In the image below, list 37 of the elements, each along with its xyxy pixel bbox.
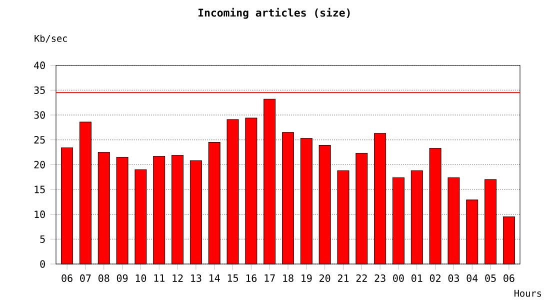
x-tick-label: 18 (283, 274, 294, 282)
x-tick-label: 06 (504, 274, 514, 282)
x-axis-title: Hours (514, 290, 542, 297)
x-tick-label: 10 (136, 274, 146, 282)
y-tick-label: 0 (40, 260, 45, 268)
x-tick-label: 08 (98, 274, 110, 282)
x-tick-label: 21 (338, 274, 349, 282)
y-tick-label: 15 (34, 186, 45, 194)
y-tick-label: 10 (34, 210, 45, 218)
x-tick-label: 11 (154, 274, 164, 282)
x-tick-label: 19 (302, 274, 312, 282)
x-tick-label: 05 (485, 274, 496, 282)
x-tick-label: 12 (172, 274, 183, 282)
x-tick-label: 20 (320, 274, 330, 282)
x-tick-label: 13 (191, 274, 202, 282)
x-tick-label: 02 (430, 274, 440, 282)
x-tick-label: 09 (116, 274, 128, 282)
y-tick-label: 25 (34, 136, 45, 144)
x-tick-label: 06 (62, 274, 72, 282)
y-axis-title: Kb/sec (34, 34, 67, 43)
x-tick-label: 15 (228, 274, 238, 282)
y-tick-label: 20 (34, 160, 45, 168)
x-tick-label: 01 (412, 274, 422, 282)
y-tick-label: 40 (34, 62, 45, 70)
x-tick-label: 16 (246, 274, 257, 282)
y-tick-label: 35 (34, 86, 45, 94)
x-tick-label: 22 (356, 274, 367, 282)
chart-title: Incoming articles (size) (198, 8, 350, 19)
x-tick-label: 07 (80, 274, 91, 282)
y-tick-label: 5 (40, 235, 45, 243)
x-tick-label: 00 (393, 274, 404, 282)
x-tick-label: 14 (210, 274, 220, 282)
y-tick-label: 30 (34, 111, 45, 119)
x-tick-label: 23 (374, 274, 386, 282)
x-tick-label: 03 (448, 274, 459, 282)
x-tick-label: 17 (264, 274, 275, 282)
x-tick-label: 04 (466, 274, 478, 282)
